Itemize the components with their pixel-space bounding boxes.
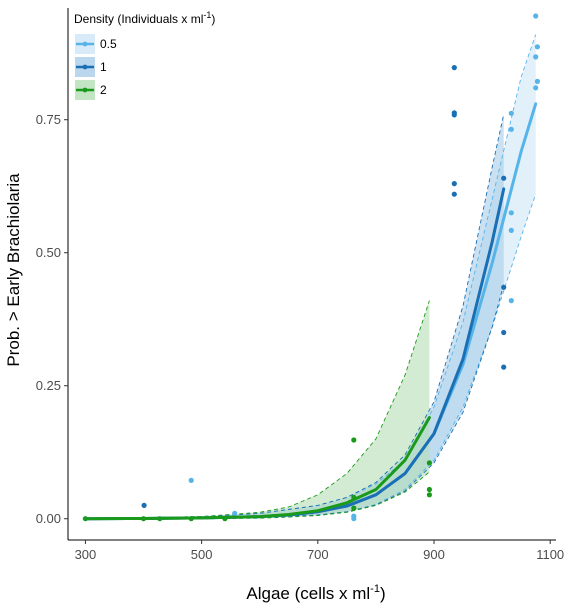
confidence-bounds: [85, 34, 537, 520]
y-axis-title: Prob. > Early Brachiolaria: [4, 173, 23, 367]
x-tick-label: 1100: [536, 547, 564, 562]
y-tick-label: 0.75: [36, 112, 61, 127]
legend-item-1: 1: [75, 57, 107, 77]
data-point-1: [501, 329, 507, 336]
legend-label-0.5: 0.5: [100, 37, 117, 51]
data-point-0.5: [508, 110, 514, 116]
fit-line-2: [83, 416, 431, 521]
upper-bound-2: [85, 300, 430, 520]
x-axis-ticks: 300 500 700 900 1100: [75, 540, 564, 562]
data-points: [82, 13, 541, 522]
data-point-1: [501, 364, 507, 370]
data-point-2: [351, 505, 357, 511]
legend-items: 0.5 1 2: [75, 34, 117, 100]
confidence-ribbons: [85, 34, 536, 519]
x-tick-label: 300: [75, 547, 97, 562]
data-point-2: [426, 492, 432, 498]
data-point-0.5: [188, 477, 194, 483]
legend: Density (Individuals x ml-1) 0.5 1 2: [74, 10, 215, 100]
x-tick-label: 500: [191, 547, 213, 562]
legend-label-1: 1: [100, 60, 107, 74]
data-point-1: [451, 65, 457, 71]
data-point-1: [451, 112, 457, 118]
data-point-0.5: [508, 298, 514, 304]
upper-bound-0.5: [85, 34, 537, 520]
data-point-0.5: [508, 210, 514, 216]
legend-item-0.5: 0.5: [75, 34, 117, 54]
data-point-0.5: [508, 227, 514, 233]
x-tick-label: 700: [307, 547, 329, 562]
x-tick-label: 900: [423, 547, 445, 562]
y-tick-label: 0.00: [36, 511, 61, 526]
legend-dot-0.5: [82, 41, 88, 47]
fit-lines: [83, 102, 538, 521]
data-point-0.5: [533, 13, 539, 19]
x-axis-title: Algae (cells x ml-1): [246, 583, 385, 603]
legend-item-2: 2: [75, 80, 107, 100]
legend-dot-2: [82, 87, 88, 93]
data-point-0.5: [533, 85, 539, 91]
fit-line-1: [83, 187, 506, 521]
data-point-0.5: [533, 54, 539, 60]
data-point-0.5: [232, 510, 238, 516]
data-point-2: [426, 460, 432, 466]
data-point-0.5: [534, 78, 541, 84]
data-point-1: [501, 175, 507, 181]
data-point-1: [141, 502, 147, 508]
data-point-1: [451, 191, 457, 197]
data-point-1: [501, 284, 507, 290]
ribbon-0.5: [85, 34, 536, 519]
ribbon-1: [85, 114, 504, 519]
data-point-0.5: [508, 126, 514, 132]
y-axis-ticks: 0.00 0.25 0.50 0.75: [36, 112, 68, 526]
data-point-2: [426, 486, 432, 493]
data-point-0.5: [534, 44, 541, 50]
legend-title: Density (Individuals x ml-1): [74, 10, 215, 26]
data-point-0.5: [351, 513, 357, 519]
y-tick-label: 0.50: [36, 245, 61, 260]
data-point-2: [351, 437, 357, 443]
data-point-1: [451, 181, 457, 187]
legend-label-2: 2: [100, 83, 107, 97]
upper-bound-1: [85, 114, 505, 520]
legend-dot-1: [82, 64, 88, 70]
y-tick-label: 0.25: [36, 378, 61, 393]
